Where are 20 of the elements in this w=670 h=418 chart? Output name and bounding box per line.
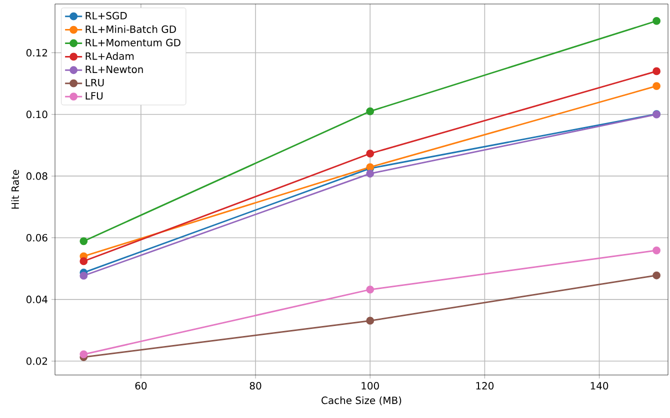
x-tick-label: 120 xyxy=(476,382,494,390)
x-tick-label: 60 xyxy=(135,382,147,390)
y-tick-label: 0.08 xyxy=(26,172,48,180)
y-tick-label: 0.02 xyxy=(26,357,47,365)
legend-label: RL+SGD xyxy=(86,12,127,20)
y-axis-title: Hit Rate xyxy=(11,170,19,209)
legend-label: RL+Momentum GD xyxy=(86,38,180,46)
y-tick-label: 0.12 xyxy=(26,48,47,56)
legend-label: RL+Newton xyxy=(86,66,143,74)
legend-label: RL+Adam xyxy=(86,52,134,60)
x-axis-title: Cache Size (MB) xyxy=(322,396,402,406)
y-tick-label: 0.06 xyxy=(26,234,48,242)
x-tick-label: 140 xyxy=(590,382,608,390)
x-tick-label: 100 xyxy=(362,382,379,390)
legend-label: LFU xyxy=(86,92,103,100)
legend-label: RL+Mini-Batch GD xyxy=(86,25,176,33)
x-tick-label: 80 xyxy=(250,382,262,390)
y-tick-label: 0.10 xyxy=(26,110,48,118)
legend-label: LRU xyxy=(86,78,104,86)
y-tick-label: 0.04 xyxy=(26,296,48,304)
